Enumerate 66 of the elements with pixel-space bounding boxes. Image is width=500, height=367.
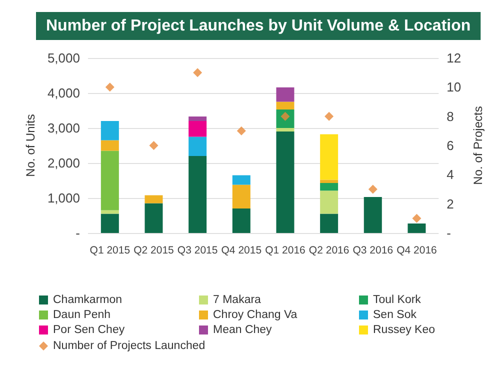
- bar: [320, 134, 338, 180]
- point: [105, 82, 114, 92]
- bar: [100, 150, 119, 210]
- bar: [232, 175, 250, 185]
- bar: [276, 132, 294, 233]
- bar: [144, 203, 163, 233]
- x-tick-label: Q3 2016: [352, 244, 394, 256]
- bar: [188, 136, 207, 156]
- y-tick-label: 3,000: [47, 120, 80, 136]
- bar: [320, 190, 338, 214]
- bar: [320, 180, 338, 183]
- bar: [276, 87, 294, 102]
- legend-label: Chamkarmon: [53, 294, 122, 306]
- bar: [364, 196, 382, 233]
- legend-label: Por Sen Chey: [53, 324, 125, 336]
- bar: [100, 210, 119, 214]
- y-tick-label: 2,000: [47, 156, 80, 170]
- y-tick-label: 5,000: [47, 50, 80, 66]
- bar: [232, 208, 250, 233]
- bar: [188, 121, 207, 137]
- y2-tick-label: 6: [446, 138, 454, 153]
- bar: [276, 102, 294, 110]
- bar: [100, 121, 119, 140]
- bar: [100, 140, 119, 151]
- y-tick-label: -: [76, 226, 80, 240]
- x-tick-label: Q3 2015: [177, 244, 218, 256]
- bar: [320, 182, 338, 191]
- legend-label: Russey Keo: [373, 324, 436, 336]
- point: [324, 112, 334, 121]
- bar: [188, 156, 207, 233]
- x-tick-label: Q4 2015: [221, 244, 262, 256]
- bar: [144, 195, 163, 204]
- y-axis-title: No. of Units: [24, 114, 38, 177]
- legend-label: 7 Makara: [213, 294, 262, 306]
- legend-label: Chroy Chang Va: [213, 309, 298, 321]
- point: [236, 126, 246, 136]
- bar: [320, 214, 338, 233]
- legend-label: Number of Projects Launched: [53, 340, 206, 352]
- y-tick-label: 4,000: [47, 86, 80, 100]
- x-tick-label: Q1 2015: [90, 244, 130, 256]
- legend-label: Toul Kork: [373, 294, 422, 306]
- legend-label: Mean Chey: [213, 324, 272, 336]
- bar: [100, 214, 119, 233]
- point: [193, 68, 202, 78]
- y2-axis-title: No. of Projects: [471, 106, 485, 185]
- x-tick-label: Q2 2016: [308, 244, 350, 256]
- chart-title: Number of Project Launches by Unit Volume & Location: [46, 18, 471, 34]
- y2-tick-label: 4: [446, 167, 454, 182]
- bar: [188, 116, 207, 121]
- bar: [408, 224, 426, 233]
- y2-tick-label: -: [446, 226, 451, 240]
- x-tick-label: Q1 2016: [265, 244, 306, 256]
- y2-tick-label: 12: [446, 50, 462, 66]
- y2-tick-label: 2: [446, 196, 454, 212]
- point: [149, 141, 158, 150]
- legend-label: Daun Penh: [53, 309, 111, 321]
- point: [368, 184, 378, 194]
- x-tick-label: Q4 2016: [396, 244, 438, 256]
- bar: [232, 184, 250, 208]
- y-tick-label: 1,000: [47, 190, 80, 206]
- y2-tick-label: 8: [446, 108, 454, 124]
- point: [412, 214, 422, 223]
- bar: [276, 128, 294, 132]
- x-tick-label: Q2 2015: [134, 244, 174, 256]
- y2-tick-label: 10: [446, 80, 462, 95]
- legend-label: Sen Sok: [373, 309, 417, 321]
